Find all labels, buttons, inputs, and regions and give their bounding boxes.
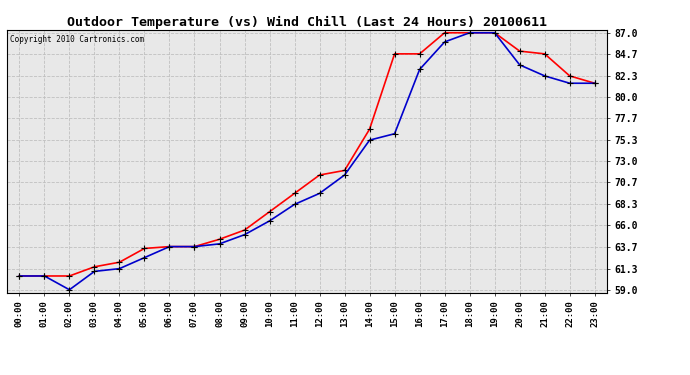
Title: Outdoor Temperature (vs) Wind Chill (Last 24 Hours) 20100611: Outdoor Temperature (vs) Wind Chill (Las…	[67, 16, 547, 29]
Text: Copyright 2010 Cartronics.com: Copyright 2010 Cartronics.com	[10, 35, 144, 44]
